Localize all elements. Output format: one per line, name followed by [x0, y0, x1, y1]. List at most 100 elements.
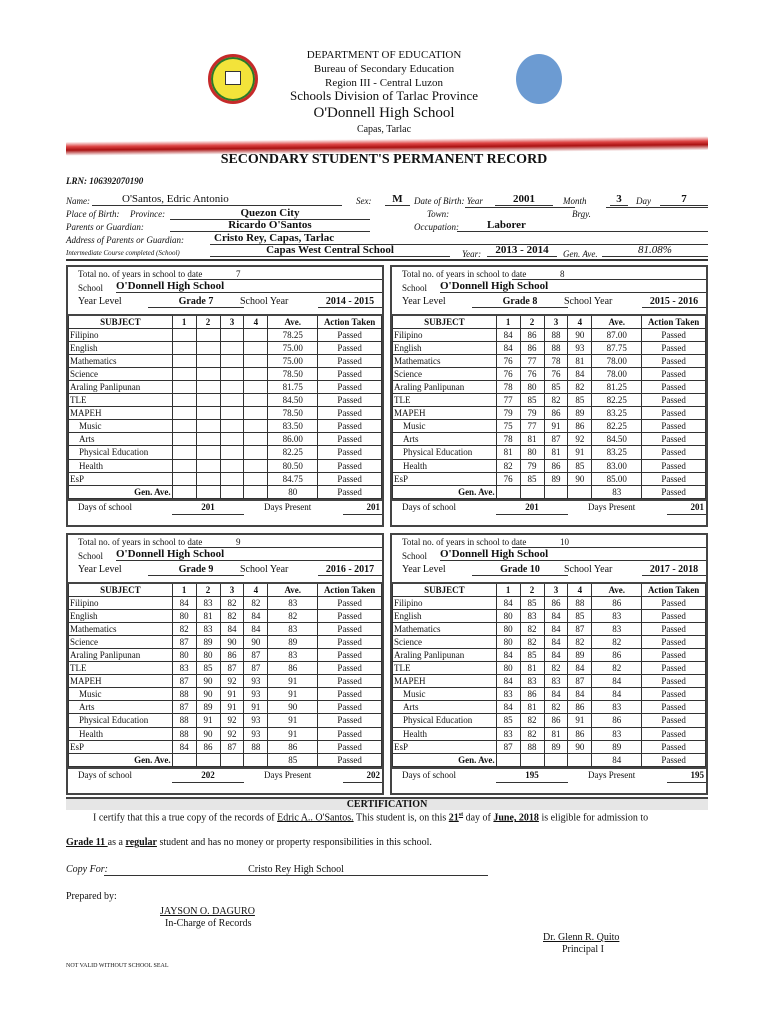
quarter-grade: 82	[495, 458, 521, 473]
col-subject: SUBJECT	[392, 582, 497, 597]
quarter-grade: 84	[495, 340, 521, 355]
subject-name: Araling Panlipunan	[392, 647, 497, 663]
quarter-grade	[171, 379, 197, 395]
average: 82.25	[267, 445, 319, 460]
table-row: Physical Education 81 80 81 91 83.25 Passed	[392, 445, 706, 460]
action-taken: Passed	[641, 713, 706, 728]
quarter-grade: 83	[543, 674, 569, 689]
school-year-value: 2015 - 2016	[642, 296, 706, 308]
subject-name: Mathematics	[392, 353, 497, 368]
average: 78.25	[267, 327, 319, 342]
subject-name: Health	[392, 726, 497, 741]
average: 75.00	[267, 353, 319, 368]
table-row: English 75.00 Passed	[68, 340, 382, 355]
quarter-grade: 80	[519, 445, 545, 460]
subject-name: EsP	[68, 739, 173, 754]
quarter-grade	[195, 445, 221, 460]
days-school-label: Days of school	[402, 770, 456, 780]
quarter-grade: 86	[567, 700, 593, 715]
empty-cell	[171, 484, 197, 499]
average: 83	[591, 700, 643, 715]
quarter-grade	[195, 406, 221, 421]
action-taken: Passed	[641, 647, 706, 663]
school-value: O'Donnell High School	[440, 548, 706, 561]
subject-name: Music	[68, 687, 173, 702]
quarter-grade: 93	[243, 674, 269, 689]
quarter-grade: 85	[567, 393, 593, 408]
birth-month: 3	[610, 193, 628, 206]
subject-name: MAPEH	[392, 674, 497, 689]
average: 89	[267, 634, 319, 649]
empty-cell	[495, 484, 521, 499]
average: 81.75	[267, 379, 319, 395]
average: 86	[591, 595, 643, 610]
average: 82	[591, 634, 643, 649]
quarter-grade: 87	[219, 661, 245, 676]
col-q4: 4	[243, 582, 269, 597]
subject-name: English	[68, 608, 173, 623]
subject-name: Science	[392, 366, 497, 381]
action-taken: Passed	[317, 647, 382, 663]
quarter-grade: 84	[243, 621, 269, 636]
quarter-grade: 86	[519, 687, 545, 702]
quarter-grade	[219, 445, 245, 460]
quarter-grade: 90	[567, 739, 593, 754]
quarter-grade: 90	[219, 634, 245, 649]
empty-cell	[219, 484, 245, 499]
quarter-grade: 87	[567, 674, 593, 689]
days-present-value: 195	[667, 770, 706, 783]
quarter-grade	[243, 406, 269, 421]
subject-name: TLE	[392, 661, 497, 676]
gen-ave-row: Gen. Ave. 85 Passed	[68, 752, 382, 767]
record-panel-grade-9: Total no. of years in school to date 9 Sch…	[66, 533, 384, 795]
col-q4: 4	[567, 314, 593, 329]
table-row: Science 87 89 90 90 89 Passed	[68, 634, 382, 649]
empty-cell	[567, 484, 593, 499]
year-level-value: Grade 9	[148, 564, 244, 576]
quarter-grade	[219, 393, 245, 408]
action-taken: Passed	[641, 608, 706, 623]
quarter-grade	[195, 366, 221, 381]
quarter-grade	[219, 419, 245, 434]
action-taken: Passed	[317, 595, 382, 610]
quarter-grade: 85	[543, 379, 569, 395]
years-value: 8	[512, 269, 706, 280]
parent-value: Ricardo O'Santos	[170, 219, 370, 232]
subject-name: Music	[392, 687, 497, 702]
years-value: 7	[188, 269, 382, 280]
school-label: School	[78, 551, 104, 561]
quarter-grade: 84	[495, 327, 521, 342]
table-row: MAPEH 84 83 83 87 84 Passed	[392, 674, 706, 689]
quarter-grade: 83	[519, 674, 545, 689]
quarter-grade: 85	[195, 661, 221, 676]
empty-cell	[543, 484, 569, 499]
sex-label: Sex:	[356, 196, 372, 206]
action-taken: Passed	[641, 739, 706, 754]
subject-name: Araling Panlipunan	[392, 379, 497, 395]
table-row: English 80 83 84 85 83 Passed	[392, 608, 706, 623]
empty-cell	[519, 752, 545, 767]
principal-name: Dr. Glenn R. Quito	[543, 932, 620, 943]
table-row: Physical Education 88 91 92 93 91 Passed	[68, 713, 382, 728]
quarter-grade: 81	[195, 608, 221, 623]
quarter-grade: 88	[171, 687, 197, 702]
address-value: Cristo Rey, Capas, Tarlac	[210, 232, 708, 245]
action-taken: Passed	[317, 608, 382, 623]
quarter-grade: 93	[243, 687, 269, 702]
days-school-value: 201	[172, 502, 244, 515]
table-row: Physical Education 82.25 Passed	[68, 445, 382, 460]
quarter-grade: 86	[543, 406, 569, 421]
quarter-grade	[171, 327, 197, 342]
subject-name: Filipino	[68, 595, 173, 610]
col-action: Action Taken	[641, 582, 706, 597]
action-taken: Passed	[641, 393, 706, 408]
header-row: SUBJECT 1 2 3 4 Ave. Action Taken	[392, 582, 706, 597]
intermediate-value: Capas West Central School	[210, 244, 450, 257]
quarter-grade: 93	[567, 340, 593, 355]
preparer-role: In-Charge of Records	[165, 918, 252, 929]
day-label: Day	[636, 196, 651, 206]
birth-year: 2001	[495, 193, 553, 206]
average: 90	[267, 700, 319, 715]
quarter-grade: 87	[567, 621, 593, 636]
dob-label: Date of Birth: Year	[414, 196, 483, 206]
